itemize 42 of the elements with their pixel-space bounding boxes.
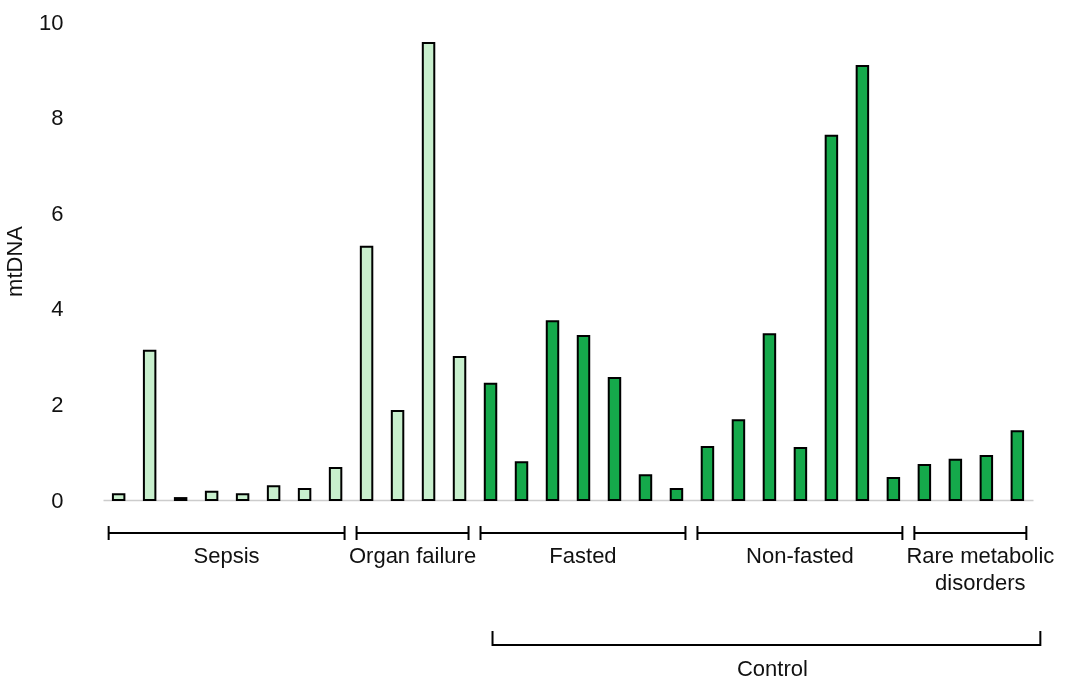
text: Sepsis (192, 542, 261, 569)
text: Rare metabolic disorders (905, 542, 1056, 596)
text: Control (735, 655, 809, 682)
bar (142, 349, 157, 501)
bar (886, 477, 901, 501)
bar (669, 488, 684, 501)
bar (917, 464, 932, 501)
bar (700, 445, 715, 501)
bar (576, 335, 591, 501)
y-tick-label: 4 (51, 296, 64, 322)
bar (452, 356, 467, 501)
bar (359, 245, 374, 501)
bar (638, 474, 653, 501)
bar (297, 488, 312, 501)
bar (948, 458, 963, 501)
bar (731, 419, 746, 501)
y-tick-label: 0 (51, 487, 64, 513)
bar (824, 134, 839, 501)
bar (855, 64, 870, 501)
bar (762, 333, 777, 501)
bar (111, 493, 126, 501)
bar (607, 377, 622, 501)
text: Fasted (548, 542, 618, 569)
y-tick-label: 6 (51, 200, 64, 226)
bar (328, 466, 343, 501)
bar (1010, 430, 1025, 501)
bar (545, 320, 560, 501)
y-tick-label: 8 (51, 105, 64, 131)
bar (483, 382, 498, 501)
text: Organ failure (347, 542, 478, 569)
y-tick-label: 2 (51, 391, 64, 417)
bar (390, 410, 405, 501)
bar (979, 455, 994, 501)
bar (204, 490, 219, 501)
bar (793, 446, 808, 501)
bar (235, 493, 250, 501)
text: Non-fasted (745, 542, 855, 569)
bar (266, 485, 281, 501)
bar (514, 461, 529, 501)
bar (421, 42, 436, 501)
y-tick-label: 10 (39, 9, 64, 35)
y-axis-title: mtDNA (2, 225, 28, 297)
